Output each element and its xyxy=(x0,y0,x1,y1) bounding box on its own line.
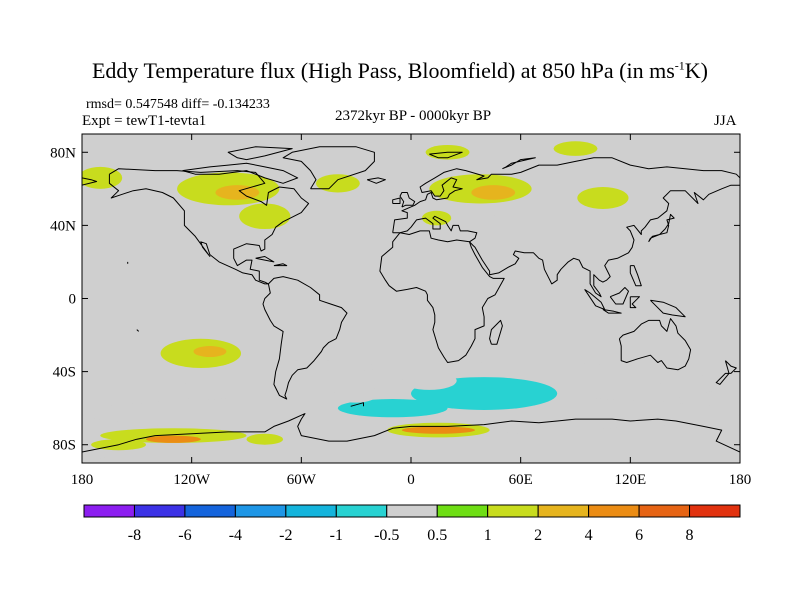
colorbar-box-1 xyxy=(133,504,186,518)
coastline-13 xyxy=(227,146,293,161)
coastline-20 xyxy=(629,265,642,287)
y-tick-label-4: 80S xyxy=(53,438,76,454)
coastline-4 xyxy=(392,184,740,298)
field-region-7 xyxy=(421,210,452,226)
colorbar-label-5: -0.5 xyxy=(374,527,399,544)
coastline-17 xyxy=(609,287,629,305)
field-region-25 xyxy=(145,435,201,443)
field-region-26 xyxy=(246,433,284,445)
colorbar-label-11: 8 xyxy=(686,527,694,544)
field-region-2 xyxy=(239,203,291,230)
coastline-29 xyxy=(350,402,364,407)
colorbar-label-6: 0.5 xyxy=(427,527,447,544)
y-tick-label-1: 40N xyxy=(50,218,76,234)
field-region-11 xyxy=(493,207,512,219)
coastline-19 xyxy=(650,299,686,318)
coastline-11 xyxy=(282,146,375,190)
coastline-7 xyxy=(489,319,503,345)
colorbar-box-10 xyxy=(588,504,640,518)
field-region-21 xyxy=(401,371,457,390)
colorbar-box-12 xyxy=(689,504,741,518)
coastline-12 xyxy=(182,162,299,184)
field-region-20 xyxy=(648,366,686,385)
coastline-0 xyxy=(108,168,310,285)
x-tick-label-1: 120W xyxy=(173,472,211,488)
colorbar-label-1: -6 xyxy=(178,527,191,544)
rmsd-stats: rmsd= 0.547548 diff= -0.134233 xyxy=(86,97,270,112)
y-tick-label-2: 0 xyxy=(69,292,77,308)
axis-ticks: 180 120W 60W 0 60E 120E 180 80N 40N 0 40S 80S xyxy=(50,134,751,488)
colorbar-label-7: 1 xyxy=(484,527,492,544)
coastline-8 xyxy=(399,192,416,208)
coastline-22 xyxy=(82,413,740,453)
field-region-10 xyxy=(577,187,629,209)
x-tick-label-2: 60W xyxy=(287,472,317,488)
coastline-3 xyxy=(82,177,98,186)
coastline-18 xyxy=(629,296,640,309)
coastline-9 xyxy=(392,197,401,204)
colorbar: -8 -6 -4 -2 -1 -0.5 0.5 1 2 4 6 8 xyxy=(83,504,741,544)
colorbar-box-4 xyxy=(285,504,337,518)
colorbar-box-3 xyxy=(234,504,287,518)
coastlines xyxy=(82,146,740,453)
colorbar-label-3: -2 xyxy=(279,527,292,544)
colorbar-label-4: -1 xyxy=(330,527,343,544)
colorbar-box-6 xyxy=(386,504,438,518)
coastline-23 xyxy=(273,263,288,267)
period-label: 2372kyr BP - 0000kyr BP xyxy=(335,108,492,124)
coastline-14 xyxy=(648,213,675,243)
coastline-6 xyxy=(618,318,692,371)
field-region-28 xyxy=(401,426,475,434)
coastline-25 xyxy=(429,151,463,159)
colorbar-box-8 xyxy=(487,504,539,518)
y-tick-label-3: 40S xyxy=(53,365,76,381)
colorbar-label-8: 2 xyxy=(534,527,542,544)
colorbar-box-9 xyxy=(537,504,590,518)
x-tick-label-0: 180 xyxy=(71,472,94,488)
x-tick-label-3: 0 xyxy=(407,472,415,488)
coastline-21 xyxy=(715,360,737,385)
coastline-16 xyxy=(602,309,622,314)
coastline-24 xyxy=(255,256,275,263)
map-title: Eddy Temperature flux (High Pass, Bloomf… xyxy=(91,58,708,83)
field-region-18 xyxy=(334,384,379,403)
colorbar-box-0 xyxy=(83,504,135,518)
colorbar-box-2 xyxy=(184,504,236,518)
colorbar-label-2: -4 xyxy=(229,527,242,544)
field-region-12 xyxy=(663,210,740,226)
experiment-label: Expt = tewT1-tevta1 xyxy=(82,113,207,129)
x-tick-label-6: 180 xyxy=(729,472,752,488)
colorbar-box-5 xyxy=(335,504,388,518)
field-region-9 xyxy=(553,141,598,156)
coastline-27 xyxy=(136,329,140,332)
colorbar-label-10: 6 xyxy=(635,527,643,544)
coastline-5 xyxy=(379,230,505,363)
coastline-10 xyxy=(366,177,386,184)
field-region-17 xyxy=(337,399,448,418)
colorbar-label-9: 4 xyxy=(585,527,593,544)
field-region-1 xyxy=(215,185,260,200)
field-region-6 xyxy=(471,185,516,200)
coastline-2 xyxy=(392,157,740,233)
coastline-1 xyxy=(262,276,348,400)
season-label: JJA xyxy=(714,113,737,129)
field-region-4 xyxy=(315,174,360,193)
field-region-23 xyxy=(193,346,227,357)
colorbar-box-7 xyxy=(436,504,489,518)
colorbar-label-0: -8 xyxy=(128,527,141,544)
x-tick-label-4: 60E xyxy=(509,472,533,488)
x-tick-label-5: 120E xyxy=(614,472,646,488)
y-tick-label-0: 80N xyxy=(50,145,76,161)
coastline-26 xyxy=(502,157,536,170)
colorbar-box-11 xyxy=(638,504,691,518)
